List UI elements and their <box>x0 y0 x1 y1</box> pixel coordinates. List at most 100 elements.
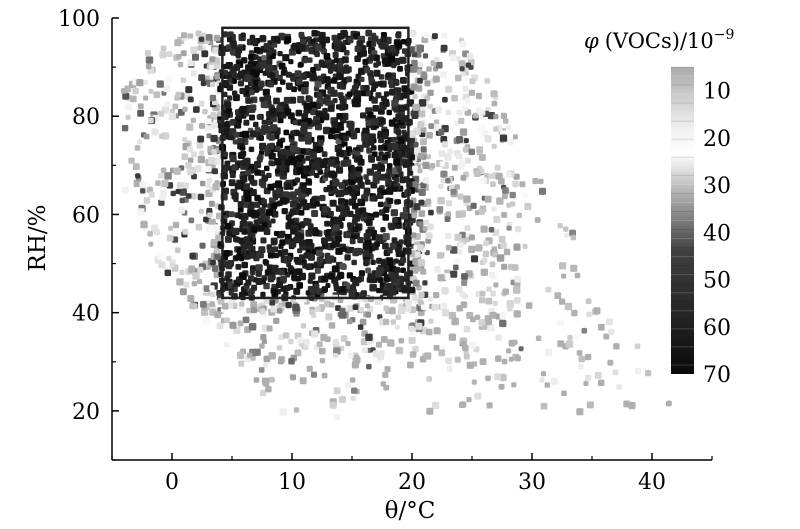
scatter-point <box>193 106 200 113</box>
scatter-point <box>417 168 423 174</box>
scatter-point <box>332 224 340 232</box>
scatter-point <box>259 96 265 102</box>
scatter-point <box>420 182 427 189</box>
scatter-point <box>335 247 343 255</box>
scatter-point <box>143 197 151 204</box>
scatter-point <box>357 237 364 244</box>
scatter-point <box>380 36 387 43</box>
scatter-point <box>259 343 265 349</box>
scatter-point <box>248 323 257 331</box>
colorbar-title-exponent: −9 <box>714 27 735 43</box>
scatter-point <box>379 163 385 169</box>
scatter-point <box>336 166 344 174</box>
scatter-point <box>569 229 576 237</box>
scatter-point <box>186 146 194 153</box>
scatter-point <box>241 228 248 235</box>
scatter-point <box>397 65 403 72</box>
scatter-point <box>382 214 389 221</box>
scatter-point <box>468 341 476 349</box>
scatter-point <box>307 57 313 63</box>
scatter-point <box>514 297 521 304</box>
scatter-point <box>214 224 222 232</box>
scatter-point <box>214 57 221 65</box>
scatter-point <box>466 397 472 403</box>
scatter-point <box>489 261 496 268</box>
scatter-point <box>508 339 516 347</box>
scatter-point <box>352 214 360 222</box>
scatter-point <box>448 311 457 320</box>
scatter-point <box>303 217 310 224</box>
scatter-point <box>514 355 521 362</box>
scatter-point <box>506 300 514 308</box>
scatter-point <box>380 227 386 233</box>
scatter-point <box>255 264 263 272</box>
scatter-point <box>493 282 499 288</box>
scatter-point <box>400 257 407 264</box>
scatter-point <box>198 36 205 42</box>
scatter-point <box>305 188 312 195</box>
scatter-point <box>476 149 483 156</box>
scatter-point <box>327 273 335 280</box>
scatter-point <box>145 56 154 64</box>
scatter-point <box>401 92 408 99</box>
scatter-point <box>168 112 176 121</box>
scatter-point <box>328 210 334 217</box>
scatter-point <box>271 290 279 297</box>
scatter-point <box>266 132 273 140</box>
scatter-point <box>388 121 395 127</box>
scatter-point <box>155 180 161 186</box>
scatter-point <box>271 264 279 272</box>
scatter-point <box>319 358 326 364</box>
scatter-point <box>299 148 306 155</box>
scatter-point <box>238 360 245 367</box>
scatter-point <box>358 270 365 277</box>
scatter-point <box>411 212 418 219</box>
scatter-point <box>233 73 239 79</box>
scatter-point <box>433 119 440 125</box>
scatter-point <box>262 259 268 265</box>
scatter-point <box>394 199 400 205</box>
scatter-point <box>502 288 509 295</box>
scatter-point <box>276 105 284 113</box>
scatter-point <box>583 380 589 386</box>
scatter-point <box>514 281 521 288</box>
scatter-point <box>288 338 294 345</box>
scatter-point <box>503 118 509 124</box>
scatter-point <box>353 82 360 89</box>
scatter-point <box>407 361 414 369</box>
scatter-point <box>333 387 341 395</box>
scatter-point <box>506 348 512 354</box>
scatter-point <box>417 152 424 159</box>
scatter-point <box>240 150 247 157</box>
scatter-point <box>147 230 153 237</box>
scatter-point <box>228 290 234 296</box>
scatter-point <box>267 49 273 56</box>
scatter-point <box>348 178 356 185</box>
scatter-point <box>277 280 283 286</box>
scatter-point <box>522 243 528 249</box>
scatter-point <box>166 234 174 242</box>
scatter-point <box>240 32 246 38</box>
scatter-point <box>294 188 302 196</box>
scatter-point <box>418 99 427 107</box>
scatter-point <box>484 135 492 143</box>
scatter-point <box>434 56 440 62</box>
scatter-point <box>419 138 427 146</box>
scatter-point <box>209 285 215 291</box>
scatter-point <box>164 172 172 180</box>
scatter-point <box>444 153 452 161</box>
scatter-point <box>514 275 522 283</box>
scatter-point <box>223 164 230 171</box>
scatter-point <box>321 287 328 293</box>
scatter-point <box>337 66 344 73</box>
scatter-point <box>276 308 283 314</box>
colorbar: 10 20 30 40 50 60 70 φ (VOCs)/10−9 <box>584 27 734 388</box>
colorbar-tick-label: 30 <box>703 174 731 199</box>
scatter-point <box>395 113 403 120</box>
scatter-point <box>314 172 320 179</box>
scatter-point <box>270 124 278 132</box>
scatter-point <box>321 243 328 250</box>
scatter-point <box>474 392 482 400</box>
scatter-point <box>454 184 460 190</box>
scatter-point <box>188 217 195 224</box>
